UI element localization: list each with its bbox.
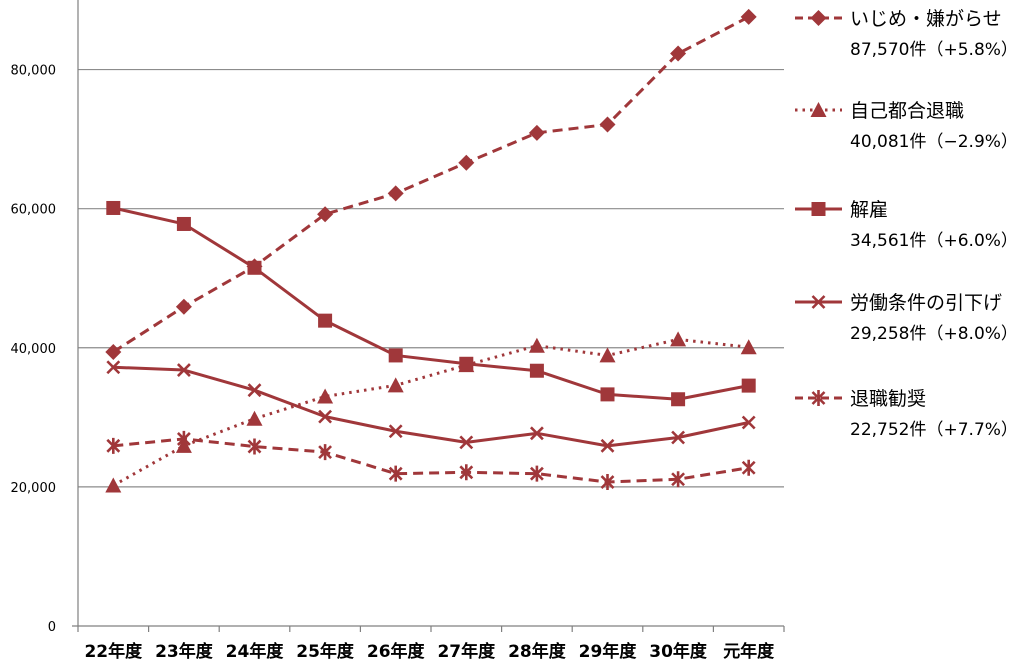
y-tick-label: 0 — [48, 620, 56, 635]
data-point — [105, 477, 122, 493]
data-point — [388, 465, 403, 482]
legend-value: 29,258件（+8.0%） — [850, 324, 1018, 344]
data-point — [741, 378, 756, 393]
data-point — [387, 185, 404, 202]
series-line — [112, 206, 749, 401]
data-point — [671, 392, 686, 407]
legend-value: 40,081件（−2.9%） — [850, 132, 1018, 152]
legend-marker — [811, 202, 826, 216]
legend-label: 解雇 — [850, 199, 888, 221]
data-point — [106, 200, 121, 215]
data-point — [600, 387, 615, 402]
data-point — [529, 426, 544, 441]
data-point — [175, 298, 192, 315]
data-point — [176, 363, 191, 377]
legend-marker — [811, 295, 826, 309]
series-line — [112, 337, 749, 487]
legend-label: いじめ・嫌がらせ — [850, 8, 1002, 30]
legend-label: 労働条件の引下げ — [850, 292, 1002, 314]
x-tick-label: 22年度 — [84, 641, 143, 662]
data-point — [176, 430, 191, 447]
data-point — [247, 438, 262, 455]
legend-value: 34,561件（+6.0%） — [850, 231, 1018, 251]
x-tick-label: 26年度 — [367, 641, 426, 662]
data-point — [459, 435, 474, 450]
data-point — [105, 343, 122, 360]
x-tick-label: 25年度 — [296, 641, 355, 662]
data-point — [529, 363, 544, 378]
data-point — [599, 116, 616, 133]
data-point — [318, 409, 333, 424]
data-point — [529, 465, 544, 482]
x-tick-label: 28年度 — [508, 641, 567, 662]
data-point — [670, 331, 687, 347]
x-tick-label: 元年度 — [723, 641, 775, 662]
series-line — [113, 365, 750, 448]
legend-value: 87,570件（+5.8%） — [850, 40, 1018, 60]
data-point — [741, 459, 756, 476]
legend-label: 自己都合退職 — [850, 100, 964, 122]
data-point — [528, 124, 545, 141]
data-point — [106, 360, 121, 375]
data-point — [528, 337, 545, 353]
data-point — [740, 339, 757, 355]
data-point — [459, 356, 474, 371]
x-tick-label: 23年度 — [155, 641, 214, 662]
x-tick-label: 30年度 — [649, 641, 708, 662]
x-tick-label: 27年度 — [437, 641, 496, 662]
legend-marker — [811, 390, 826, 406]
data-point — [741, 415, 756, 430]
series-line — [113, 437, 749, 484]
data-point — [318, 444, 333, 461]
data-point — [671, 471, 686, 488]
data-point — [740, 8, 757, 25]
data-point — [600, 438, 615, 453]
data-point — [387, 377, 404, 393]
data-point — [318, 313, 333, 328]
y-tick-label: 60,000 — [11, 203, 57, 218]
data-point — [247, 383, 262, 398]
data-point — [106, 437, 121, 454]
y-tick-label: 80,000 — [11, 64, 57, 79]
legend-marker — [810, 10, 827, 26]
data-point — [388, 424, 403, 439]
data-point — [317, 206, 334, 223]
data-point — [247, 260, 262, 275]
data-point — [246, 410, 263, 426]
data-point — [671, 430, 686, 445]
legend-marker — [810, 102, 827, 117]
y-tick-label: 40,000 — [11, 342, 57, 357]
data-point — [458, 154, 475, 171]
legend-value: 22,752件（+7.7%） — [850, 420, 1018, 440]
x-tick-label: 29年度 — [579, 641, 638, 662]
legend-label: 退職勧奨 — [850, 388, 926, 410]
data-point — [317, 388, 334, 404]
data-point — [600, 474, 615, 491]
y-tick-label: 20,000 — [11, 481, 57, 496]
data-point — [176, 216, 191, 231]
series-line — [112, 15, 750, 354]
x-tick-label: 24年度 — [226, 641, 285, 662]
data-point — [599, 347, 616, 363]
data-point — [388, 348, 403, 363]
data-point — [459, 464, 474, 481]
data-point — [670, 45, 687, 62]
